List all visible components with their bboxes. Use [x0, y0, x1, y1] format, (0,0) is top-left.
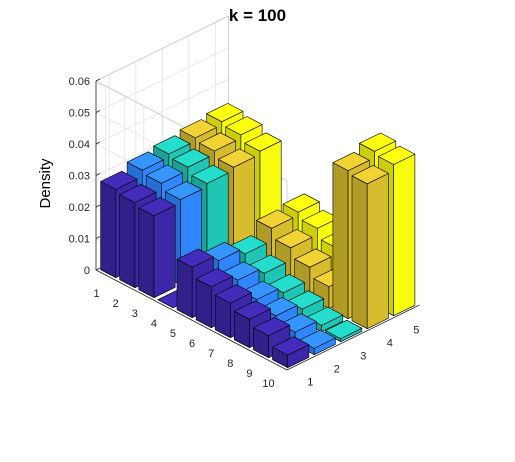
bar-top-face: [275, 229, 313, 249]
row-tick-label: 5: [170, 328, 176, 340]
bar-top-face: [214, 284, 252, 304]
box-edge: [95, 15, 229, 82]
bar-top-face: [244, 132, 282, 152]
bar-top-face: [153, 135, 191, 155]
bar-top-face: [172, 148, 210, 168]
row-tick-label: 3: [132, 308, 138, 320]
bar-top-face: [195, 268, 233, 288]
bar-top-face: [282, 193, 320, 213]
bar: [325, 319, 363, 343]
row-tick-label: 1: [93, 288, 99, 300]
bar-top-face: [165, 181, 202, 200]
z-tick: [95, 173, 101, 176]
chart-title: k = 100: [228, 6, 287, 25]
z-tick-label: 0.05: [69, 108, 90, 120]
z-tick: [95, 141, 101, 145]
z-tick: [95, 78, 101, 82]
bar-left-face: [138, 207, 155, 299]
z-tick-label: 0.03: [69, 171, 90, 183]
bar-top-face: [126, 151, 164, 171]
z-axis-label: Density: [37, 158, 54, 209]
bar-front-face: [393, 153, 416, 317]
bar-left-face: [176, 258, 193, 319]
z-tick: [95, 204, 101, 208]
bar-front-face: [366, 173, 389, 330]
bar-top-face: [218, 148, 255, 168]
row-tick-label: 6: [189, 338, 195, 350]
bar-top-face: [176, 248, 214, 268]
bar-left-face: [332, 162, 349, 320]
row-tick-label: 9: [246, 368, 252, 380]
bar-top-face: [378, 145, 416, 165]
column-tick-label: 4: [387, 338, 393, 350]
z-tick: [95, 267, 101, 271]
grid-line: [95, 47, 229, 113]
bar-top-face: [198, 132, 236, 152]
grid-line: [95, 78, 229, 145]
bar-top-face: [225, 116, 263, 136]
bar-left-face: [195, 278, 212, 329]
row-tick-label: 8: [227, 358, 233, 370]
bar: [138, 197, 176, 299]
bar-top-face: [351, 165, 389, 185]
column-tick-label: 2: [334, 364, 340, 376]
bar-front-face: [153, 205, 176, 299]
column-tick-label: 3: [360, 351, 366, 363]
row-axis-line: [95, 269, 288, 371]
column-axis-line: [286, 304, 420, 371]
bar-top-face: [234, 300, 272, 320]
bar-top-face: [325, 319, 363, 339]
bar-top-face: [206, 103, 244, 122]
z-tick-label: 0.06: [69, 76, 90, 88]
bar-left-face: [119, 194, 136, 289]
bar-top-face: [253, 316, 291, 336]
bar: [272, 336, 310, 369]
bar-top-face: [294, 248, 332, 268]
bar-top-face: [191, 164, 229, 184]
bar-top-face: [179, 119, 217, 139]
bar-top-face: [145, 164, 183, 184]
row-tick-label: 2: [113, 298, 119, 310]
bar: [351, 165, 389, 330]
z-tick: [95, 110, 101, 113]
z-tick-label: 0: [84, 265, 90, 277]
bar-left-face: [100, 181, 117, 279]
bar-top-face: [332, 152, 370, 171]
bar-top-face: [100, 170, 138, 190]
row-tick-label: 4: [151, 318, 157, 330]
row-tick-label: 7: [208, 348, 214, 360]
column-tick-label: 5: [413, 325, 419, 337]
z-tick: [95, 236, 101, 239]
z-tick-label: 0.01: [69, 234, 90, 246]
bar-top-face: [272, 336, 310, 356]
bar-left-face: [351, 175, 368, 330]
z-tick-label: 0.02: [69, 202, 90, 214]
bar-top-face: [256, 209, 294, 229]
bar-top-face: [138, 197, 176, 217]
bar-top-face: [119, 184, 157, 203]
bar-top-face: [359, 132, 397, 152]
column-tick-label: 1: [307, 377, 313, 389]
row-tick-label: 10: [262, 378, 274, 390]
z-tick-label: 0.04: [69, 139, 90, 151]
